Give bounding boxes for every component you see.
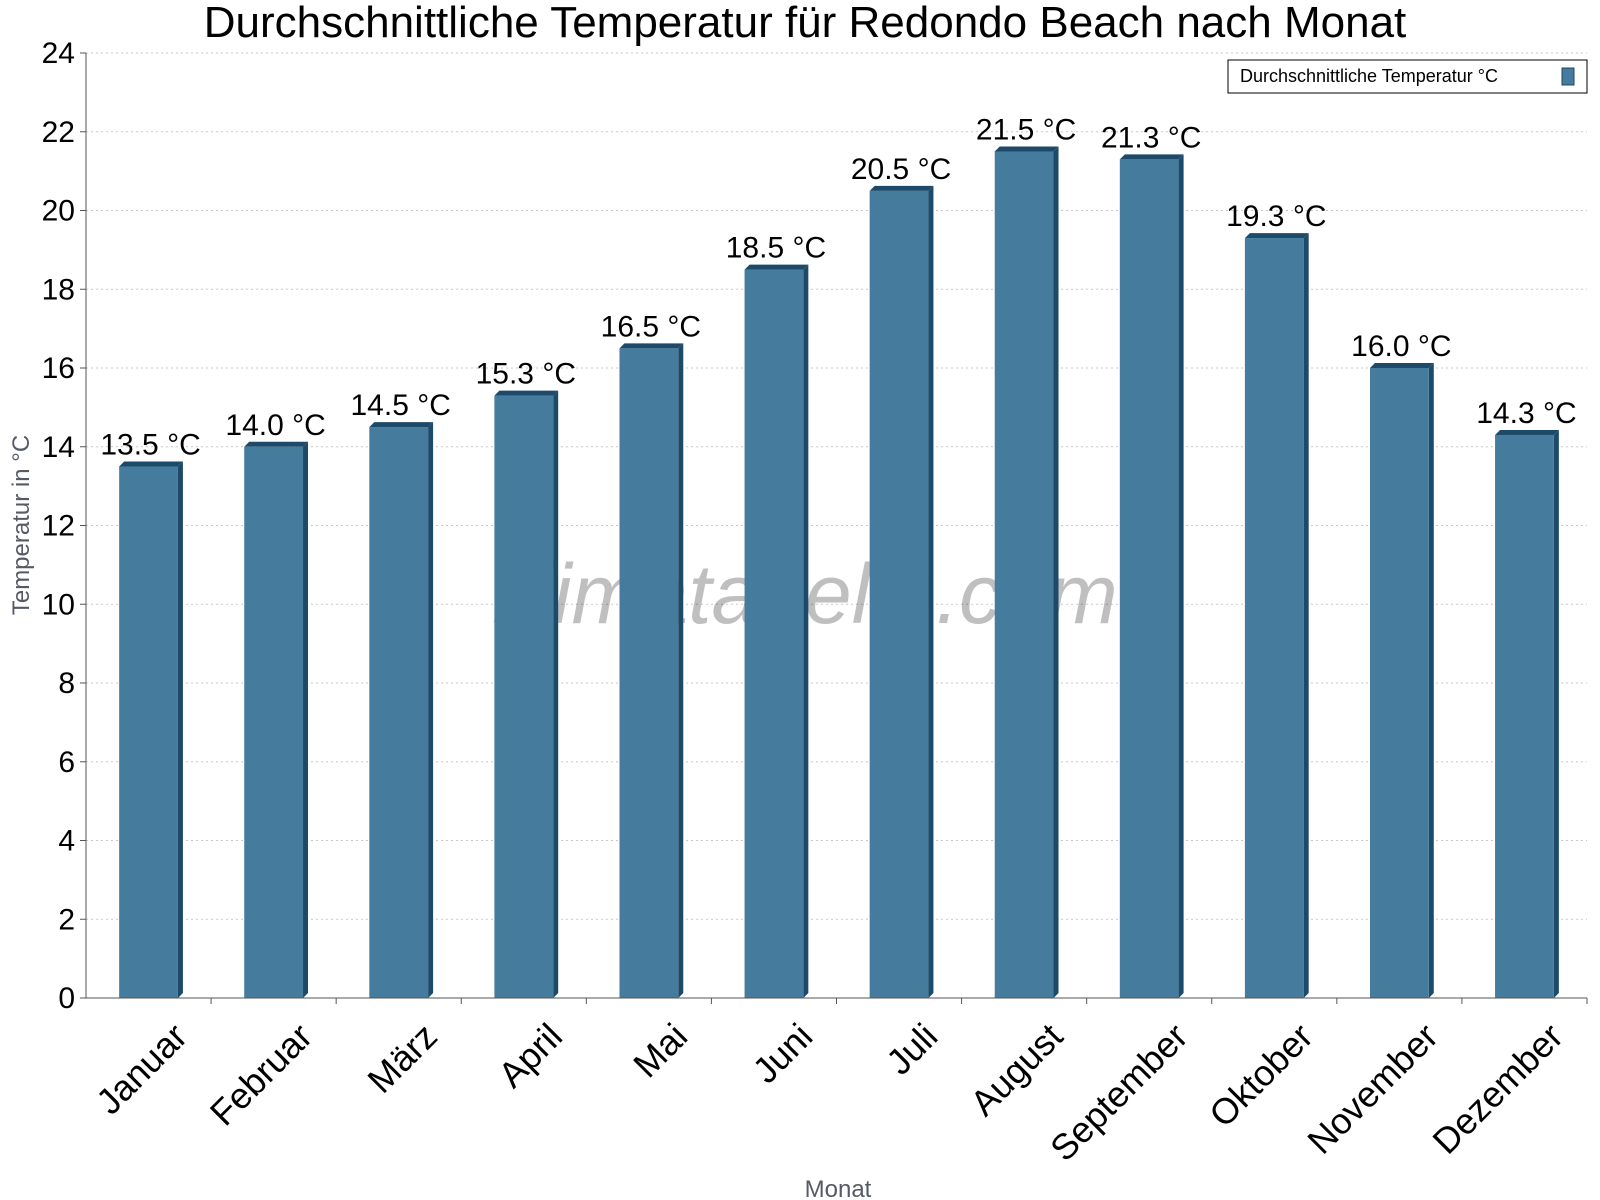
y-tick-label: 18 xyxy=(42,273,75,306)
y-tick-label: 10 xyxy=(42,588,75,621)
data-label: 21.3 °C xyxy=(1101,121,1201,154)
data-label: 14.0 °C xyxy=(225,409,325,442)
x-tick-label: Juni xyxy=(745,1015,821,1091)
bar-side xyxy=(1178,154,1184,998)
bar-4 xyxy=(619,343,684,998)
x-tick-label: November xyxy=(1299,1015,1445,1161)
y-tick-label: 22 xyxy=(42,116,75,149)
bar-top xyxy=(869,185,934,191)
x-tick-label: Januar xyxy=(88,1015,195,1122)
bar-side xyxy=(1303,233,1309,998)
y-tick-label: 6 xyxy=(58,746,75,779)
bar-side xyxy=(303,441,309,998)
bar-front xyxy=(494,395,554,998)
data-label: 16.5 °C xyxy=(601,310,701,343)
y-tick-label: 14 xyxy=(42,431,75,464)
axes xyxy=(80,52,1588,1004)
x-axis-title: Monat xyxy=(805,1176,872,1200)
data-label: 14.3 °C xyxy=(1476,397,1576,430)
bar-front xyxy=(619,348,679,998)
bar-side xyxy=(1053,146,1059,998)
grid-lines xyxy=(86,52,1587,920)
data-label: 21.5 °C xyxy=(976,113,1076,146)
bar-5 xyxy=(744,264,809,998)
bar-9 xyxy=(1244,233,1309,998)
bar-side xyxy=(803,264,809,998)
bar-2 xyxy=(369,422,434,998)
x-tick-label: Mai xyxy=(625,1015,695,1085)
bar-top xyxy=(1244,233,1309,239)
bar-front xyxy=(1369,368,1429,998)
bar-front xyxy=(869,190,929,998)
data-label: 19.3 °C xyxy=(1226,200,1326,233)
y-tick-label: 20 xyxy=(42,195,75,228)
bar-top xyxy=(494,390,559,396)
bar-side xyxy=(928,185,934,998)
data-label: 14.5 °C xyxy=(351,389,451,422)
data-label: 18.5 °C xyxy=(726,232,826,265)
bar-top xyxy=(744,264,809,270)
bar-front xyxy=(119,466,178,998)
y-tick-label: 16 xyxy=(42,352,75,385)
bar-top xyxy=(619,343,684,349)
bar-top xyxy=(994,146,1059,152)
bar-front xyxy=(994,151,1054,998)
x-tick-label: Februar xyxy=(202,1015,320,1133)
bar-side xyxy=(177,461,183,998)
bar-top xyxy=(1119,154,1184,160)
y-tick-label: 2 xyxy=(58,903,75,936)
chart-title: Durchschnittliche Temperatur für Redondo… xyxy=(204,0,1407,47)
bar-0 xyxy=(119,461,183,998)
y-tick-label: 0 xyxy=(58,982,75,1015)
data-labels: 13.5 °C 14.0 °C 14.5 °C 15.3 °C 16.5 °C 18.5 … xyxy=(100,113,1576,461)
bar-front xyxy=(369,427,429,998)
bar-3 xyxy=(494,390,559,998)
x-tick-label: März xyxy=(359,1015,445,1101)
bar-8 xyxy=(1119,154,1184,998)
data-label: 13.5 °C xyxy=(100,428,200,461)
x-tick-label: August xyxy=(962,1015,1070,1123)
bar-top xyxy=(369,422,434,428)
legend-swatch xyxy=(1561,67,1575,86)
bar-top xyxy=(244,441,309,447)
bar-front xyxy=(1495,434,1554,998)
y-axis-title: Temperatur in °C xyxy=(8,435,35,615)
bar-side xyxy=(1553,429,1559,998)
bar-7 xyxy=(994,146,1059,998)
bar-front xyxy=(1119,159,1179,998)
y-tick-label: 24 xyxy=(42,37,75,70)
bar-side xyxy=(678,343,684,998)
x-tick-label: Dezember xyxy=(1424,1015,1570,1161)
legend-box xyxy=(1227,59,1588,94)
bar-1 xyxy=(244,441,309,998)
y-tick-label: 4 xyxy=(58,825,75,858)
y-tick-label: 8 xyxy=(58,667,75,700)
bar-top xyxy=(119,461,183,467)
bar-side xyxy=(1428,363,1434,998)
bar-6 xyxy=(869,185,934,998)
bar-front xyxy=(1244,238,1304,998)
y-tick-label: 12 xyxy=(42,510,75,543)
legend: Durchschnittliche Temperatur °C xyxy=(1227,59,1588,94)
data-label: 20.5 °C xyxy=(851,153,951,186)
x-tick-label: Juli xyxy=(878,1015,945,1082)
bar-top xyxy=(1369,363,1434,368)
bar-front xyxy=(744,269,804,998)
x-tick-label: April xyxy=(490,1015,570,1095)
bar-side xyxy=(553,390,559,998)
bar-front xyxy=(244,446,304,998)
bar-side xyxy=(428,422,434,998)
x-tick-label: Oktober xyxy=(1201,1015,1321,1135)
x-tick-labels: Januar Februar März April Mai Juni Juli AugustS… xyxy=(88,1015,1571,1169)
data-label: 16.0 °C xyxy=(1351,330,1451,363)
x-tick-label: September xyxy=(1042,1015,1196,1169)
bar-top xyxy=(1495,429,1559,435)
bar-10 xyxy=(1369,363,1434,998)
legend-label: Durchschnittliche Temperatur °C xyxy=(1240,66,1498,86)
bar-11 xyxy=(1495,429,1559,998)
data-label: 15.3 °C xyxy=(476,358,576,391)
bars xyxy=(119,146,1559,998)
